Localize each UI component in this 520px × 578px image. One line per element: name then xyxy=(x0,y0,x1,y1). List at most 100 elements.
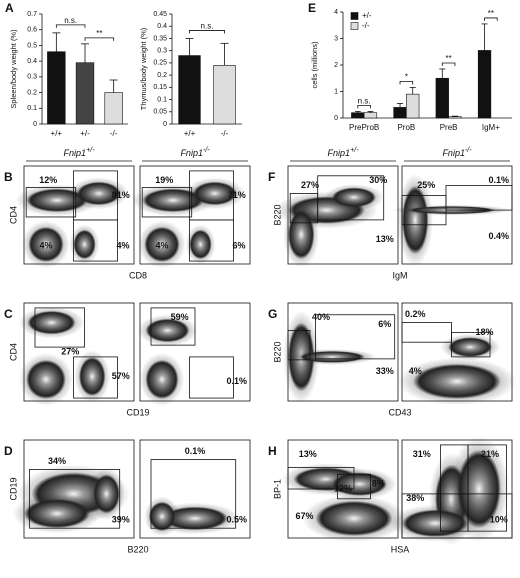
gate xyxy=(467,444,507,532)
significance-bracket xyxy=(84,37,115,41)
x-tick-label: IgM+ xyxy=(482,123,500,132)
gate xyxy=(401,493,513,539)
gate-percent: 19% xyxy=(155,175,173,185)
panel-letter: F xyxy=(268,170,275,184)
gate-percent: 4% xyxy=(409,366,422,376)
panel-letter: C xyxy=(4,307,13,321)
y-tick-label: 0.5 xyxy=(27,42,37,49)
y-axis-label: cells (millions) xyxy=(310,41,319,89)
bar xyxy=(75,62,95,125)
panel-letter: E xyxy=(308,1,316,15)
density-blob xyxy=(192,181,237,206)
significance-label: * xyxy=(405,73,408,82)
density-blob xyxy=(413,363,501,400)
density-blob xyxy=(315,500,393,537)
error-bar xyxy=(185,38,194,56)
gate-percent: 67% xyxy=(295,511,313,521)
gate-percent: 38% xyxy=(406,493,424,503)
density-blob xyxy=(448,337,493,357)
x-tick-label: +/- xyxy=(80,129,90,138)
x-axis-label: CD8 xyxy=(129,270,147,280)
gate-percent: 4% xyxy=(116,241,129,251)
significance-bracket xyxy=(357,104,371,109)
density-blob xyxy=(76,181,121,206)
genotype-header: Fnip1-/- xyxy=(442,147,472,159)
density-blob xyxy=(189,229,212,260)
x-tick-label: ProB xyxy=(397,123,415,132)
bar xyxy=(435,77,449,119)
gate-percent: 57% xyxy=(112,371,130,381)
gate-percent: 10% xyxy=(490,515,508,525)
density-blob xyxy=(148,501,176,532)
gate-percent: 0.4% xyxy=(489,231,510,241)
y-tick-label: 2 xyxy=(334,62,338,69)
y-tick-label: 3 xyxy=(334,35,338,42)
x-axis-label: CD43 xyxy=(388,407,411,417)
bar xyxy=(448,116,462,119)
significance-bracket xyxy=(189,30,225,34)
gate xyxy=(189,219,234,262)
bar xyxy=(178,55,201,125)
gate-percent: 18% xyxy=(475,327,493,337)
legend-label: -/- xyxy=(362,21,370,30)
y-tick-label: 1 xyxy=(334,88,338,95)
error-bar xyxy=(52,32,61,52)
significance-label: n.s. xyxy=(64,16,77,25)
y-tick-label: 0.7 xyxy=(27,11,37,18)
y-tick-label: 0.15 xyxy=(153,84,167,91)
gate-percent: 12% xyxy=(334,483,352,493)
x-tick-label: -/- xyxy=(221,129,229,138)
x-axis-label: HSA xyxy=(391,544,410,554)
gate xyxy=(287,467,355,490)
gate-percent: 8% xyxy=(372,478,385,488)
genotype-header: Fnip1-/- xyxy=(180,147,210,159)
gate-percent: 27% xyxy=(301,180,319,190)
x-tick-label: PreB xyxy=(440,123,458,132)
density-blob xyxy=(402,185,429,255)
y-tick-label: 0.4 xyxy=(27,58,37,65)
gate xyxy=(141,187,193,218)
gate-percent: 6% xyxy=(232,241,245,251)
gate-percent: 33% xyxy=(376,366,394,376)
gate-percent: 81% xyxy=(112,190,130,200)
panel-letter: G xyxy=(268,307,277,321)
plot-frame xyxy=(23,302,135,402)
gate-percent: 6% xyxy=(378,319,391,329)
significance-bracket xyxy=(441,62,456,66)
gate-percent: 0.1% xyxy=(489,175,510,185)
gate xyxy=(150,459,237,529)
error-bar xyxy=(81,43,89,63)
y-tick-label: 0.6 xyxy=(27,27,37,34)
legend-swatch xyxy=(350,12,359,20)
gene-name: Fnip1 xyxy=(442,148,465,158)
y-tick-label: 0.25 xyxy=(153,60,167,67)
y-axis-label: BP-1 xyxy=(272,479,282,499)
y-tick-label: 0 xyxy=(33,121,37,128)
gate-percent: 39% xyxy=(112,515,130,525)
error-bar xyxy=(367,110,374,113)
x-tick-label: -/- xyxy=(110,129,118,138)
y-tick-label: 0.1 xyxy=(27,105,37,112)
y-tick-label: 4 xyxy=(334,9,338,16)
gate xyxy=(451,331,491,358)
error-bar xyxy=(109,79,118,93)
gate xyxy=(315,314,396,360)
error-bar xyxy=(354,110,361,113)
gate xyxy=(73,219,118,262)
density-blob xyxy=(145,318,190,343)
significance-label: ** xyxy=(446,54,452,63)
y-tick-label: 0.45 xyxy=(153,11,167,18)
error-bar xyxy=(451,115,458,117)
plot-frame xyxy=(139,302,251,402)
density-blob xyxy=(144,226,180,263)
y-tick-label: 0 xyxy=(334,115,338,122)
panel-letter: B xyxy=(4,170,13,184)
significance-label: n.s. xyxy=(358,96,371,105)
bar xyxy=(47,51,66,125)
error-bar xyxy=(439,68,446,79)
gate xyxy=(150,307,196,346)
gate-percent: 34% xyxy=(48,456,66,466)
gate-percent: 0.1% xyxy=(227,376,248,386)
plot-frame xyxy=(139,439,251,539)
